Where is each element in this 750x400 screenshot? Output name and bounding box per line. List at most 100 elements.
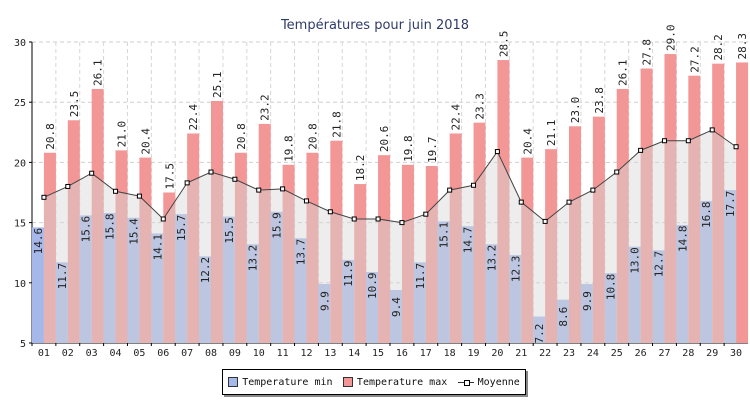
- bar-max: [211, 100, 223, 343]
- bar-max: [616, 88, 629, 344]
- average-point: [542, 218, 548, 224]
- data-label-max: 22.4: [450, 104, 463, 131]
- data-labels: 14.6 20.8 11.7 23.5 15.6 26.1 15.8 21.0 15.4 20.4…: [32, 25, 749, 344]
- data-label-min: 14.8: [676, 226, 689, 253]
- data-label-max: 28.3: [736, 33, 749, 60]
- x-tick-label: 12: [300, 348, 312, 359]
- bar-min: [604, 273, 617, 343]
- data-label-max: 26.1: [92, 59, 105, 85]
- data-label-min: 10.8: [605, 274, 618, 301]
- x-tick-label: 03: [86, 348, 98, 359]
- data-label-max: 20.8: [235, 123, 248, 150]
- average-point: [733, 144, 739, 150]
- x-tick-label: 19: [468, 348, 480, 359]
- average-point: [590, 187, 596, 193]
- x-tick-label: 07: [181, 348, 193, 359]
- data-label-max: 20.6: [378, 126, 391, 153]
- x-tick-label: 02: [62, 348, 74, 359]
- bar-max: [378, 155, 391, 343]
- data-label-min: 11.7: [56, 263, 69, 290]
- data-label-max: 18.2: [354, 155, 367, 182]
- y-tick-label: 30: [14, 38, 26, 49]
- bars: [31, 54, 749, 344]
- bar-min: [461, 226, 474, 343]
- data-label-min: 15.5: [223, 217, 236, 244]
- average-point: [685, 138, 691, 144]
- bar-max: [664, 54, 677, 343]
- x-tick-label: 14: [348, 348, 360, 359]
- data-label-min: 7.2: [533, 324, 546, 344]
- average-point: [375, 216, 381, 222]
- bar-min: [509, 255, 522, 343]
- data-label-min: 13.2: [247, 245, 260, 272]
- data-label-max: 26.1: [617, 59, 630, 86]
- bar-max: [401, 164, 414, 343]
- data-label-min: 15.9: [271, 212, 284, 239]
- legend-label-average: Moyenne: [477, 376, 520, 388]
- data-label-min: 17.7: [724, 191, 737, 218]
- legend-swatch-max: [342, 377, 353, 387]
- bar-max: [43, 152, 56, 343]
- bar-max: [545, 149, 558, 343]
- data-label-max: 17.5: [163, 163, 176, 190]
- x-tick-label: 21: [515, 348, 527, 359]
- data-label-max: 20.8: [44, 123, 57, 150]
- bar-min: [270, 211, 283, 343]
- bar-min: [199, 256, 211, 343]
- y-tick-label: 20: [14, 158, 26, 169]
- legend-swatch-min: [228, 377, 239, 387]
- data-label-max: 23.3: [474, 93, 487, 120]
- data-label-min: 12.7: [652, 251, 665, 278]
- bar-max: [330, 140, 343, 343]
- data-label-min: 11.7: [414, 263, 427, 290]
- average-point: [447, 187, 453, 193]
- x-tick-label: 18: [444, 348, 456, 359]
- bar-min: [103, 212, 116, 343]
- bar-max: [473, 122, 486, 343]
- average-area-fill: [43, 129, 737, 343]
- average-point: [184, 180, 190, 186]
- data-label-min: 14.1: [151, 234, 164, 261]
- data-label-min: 12.2: [199, 257, 212, 284]
- data-label-min: 15.4: [127, 218, 140, 245]
- x-tick-label: 26: [635, 348, 647, 359]
- data-label-max: 19.8: [402, 135, 415, 162]
- bar-min: [533, 316, 546, 343]
- average-point: [471, 182, 477, 188]
- bar-min: [151, 233, 164, 343]
- data-label-min: 13.0: [629, 247, 642, 274]
- bar-max: [712, 63, 725, 344]
- legend-label-max: Temperature max: [356, 376, 448, 388]
- legend-marker-average: [457, 377, 474, 387]
- legend-item-average: Moyenne: [457, 376, 520, 388]
- bar-max: [449, 133, 462, 343]
- legend: Temperature min Temperature max Moyenne: [222, 369, 526, 395]
- average-series-line: [43, 129, 737, 224]
- legend-item-max: Temperature max: [342, 376, 448, 388]
- bar-min: [389, 290, 402, 343]
- bar-min: [628, 246, 641, 343]
- x-tick-label: 24: [587, 348, 599, 359]
- average-point: [113, 188, 119, 194]
- average-point: [41, 194, 47, 200]
- bar-max: [497, 60, 510, 344]
- bar-max: [234, 152, 247, 343]
- average-point: [566, 199, 572, 205]
- average-line: [41, 127, 739, 226]
- data-label-min: 15.8: [104, 213, 117, 239]
- x-tick-label: 04: [110, 348, 122, 359]
- x-tick-label: 28: [682, 348, 694, 359]
- data-label-min: 16.8: [700, 201, 713, 228]
- bar-max: [688, 75, 701, 343]
- data-label-min: 14.7: [462, 227, 475, 254]
- x-tick-label: 11: [277, 348, 289, 359]
- data-label-min: 15.7: [175, 215, 188, 242]
- y-tick-label: 10: [14, 279, 26, 290]
- average-point: [423, 211, 429, 217]
- average-point: [280, 186, 286, 192]
- data-label-max: 28.5: [497, 31, 510, 58]
- bar-min: [175, 214, 188, 343]
- data-label-max: 27.2: [688, 46, 701, 73]
- x-tick-label: 13: [324, 348, 336, 359]
- x-tick-label: 15: [372, 348, 384, 359]
